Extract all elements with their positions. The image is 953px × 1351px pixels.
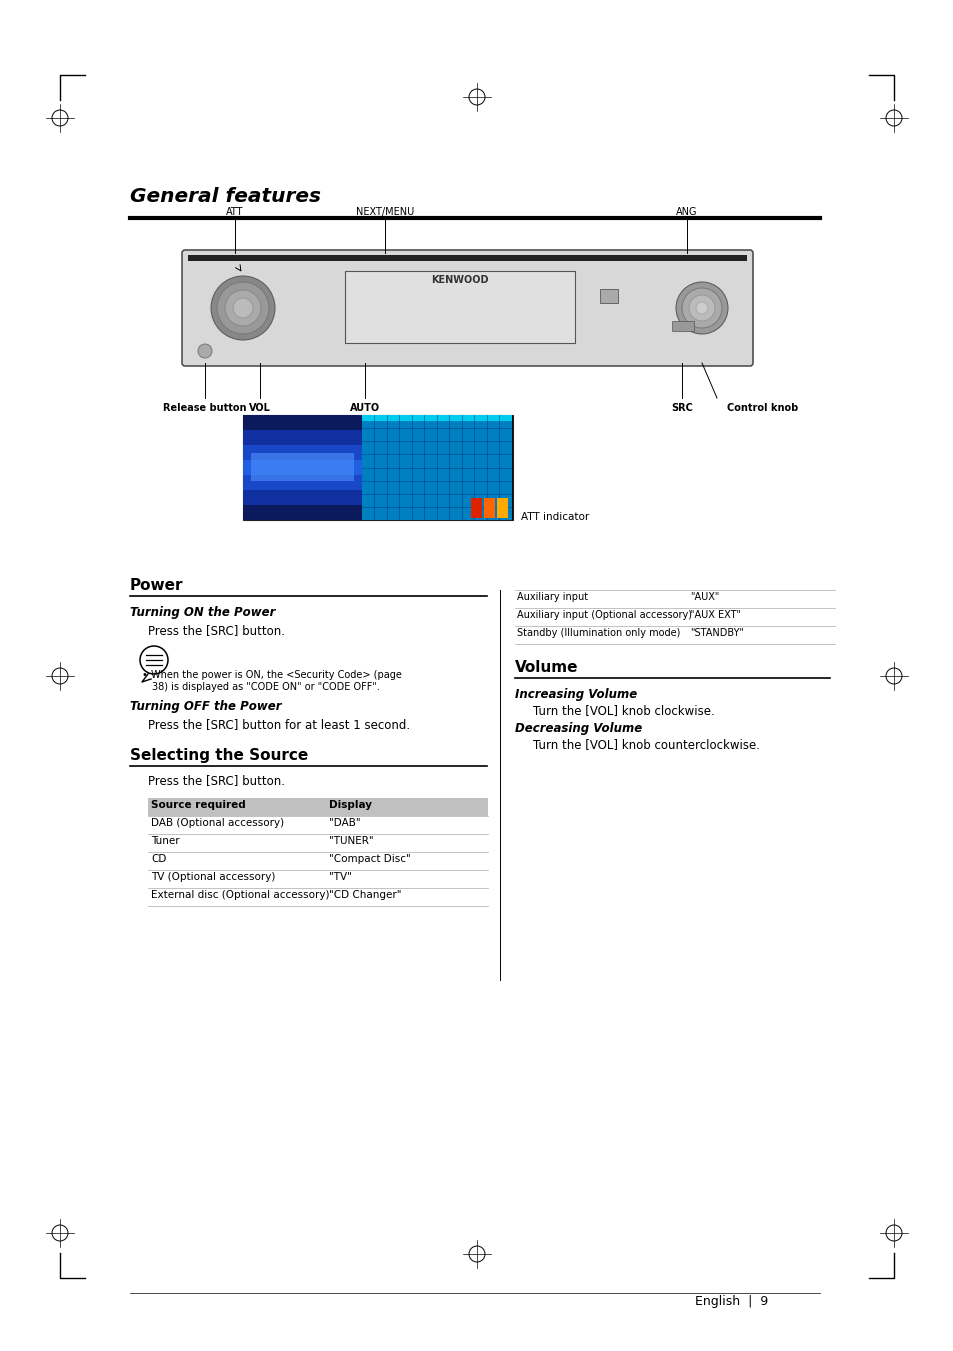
FancyBboxPatch shape (182, 250, 752, 366)
Circle shape (233, 299, 253, 317)
Text: "DAB": "DAB" (329, 817, 360, 828)
Text: Tuner: Tuner (151, 836, 179, 846)
Bar (148, 798, 488, 816)
Circle shape (211, 276, 274, 340)
Bar (345, 272, 575, 343)
Text: Auxiliary input (Optional accessory): Auxiliary input (Optional accessory) (517, 611, 691, 620)
Bar (243, 444, 361, 459)
Text: General features: General features (130, 186, 320, 205)
Text: "AUX": "AUX" (689, 592, 719, 603)
Bar (243, 415, 513, 520)
Bar (599, 289, 618, 303)
Text: Auxiliary input: Auxiliary input (517, 592, 587, 603)
Text: Turn the [VOL] knob counterclockwise.: Turn the [VOL] knob counterclockwise. (533, 738, 760, 751)
Bar (243, 415, 361, 430)
Text: "Compact Disc": "Compact Disc" (329, 854, 411, 865)
Bar (483, 499, 495, 517)
Text: "TUNER": "TUNER" (329, 836, 374, 846)
Text: Press the [SRC] button.: Press the [SRC] button. (148, 624, 285, 638)
Text: Control knob: Control knob (726, 403, 798, 413)
Text: TV (Optional accessory): TV (Optional accessory) (151, 871, 275, 882)
Bar (361, 415, 512, 520)
Bar (497, 499, 507, 517)
Text: • When the power is ON, the <Security Code> (page: • When the power is ON, the <Security Co… (142, 670, 401, 680)
Circle shape (198, 345, 212, 358)
Text: Turning ON the Power: Turning ON the Power (130, 607, 275, 619)
Bar (471, 499, 481, 517)
Text: Power: Power (130, 578, 183, 593)
Text: ATT: ATT (226, 207, 244, 218)
Text: AUTO: AUTO (350, 403, 379, 413)
Text: 38) is displayed as "CODE ON" or "CODE OFF".: 38) is displayed as "CODE ON" or "CODE O… (152, 682, 379, 692)
Text: "STANDBY": "STANDBY" (689, 628, 743, 638)
Text: SRC: SRC (670, 403, 692, 413)
Text: CD: CD (151, 854, 166, 865)
Text: ATT indicator: ATT indicator (520, 512, 589, 521)
Bar (243, 476, 361, 490)
Text: Increasing Volume: Increasing Volume (515, 688, 637, 701)
Text: Press the [SRC] button for at least 1 second.: Press the [SRC] button for at least 1 se… (148, 717, 410, 731)
Bar (243, 490, 361, 505)
Text: ANG: ANG (676, 207, 697, 218)
Text: External disc (Optional accessory): External disc (Optional accessory) (151, 890, 329, 900)
Text: "AUX EXT": "AUX EXT" (689, 611, 740, 620)
Bar (243, 430, 361, 444)
Text: NEXT/MENU: NEXT/MENU (355, 207, 414, 218)
Circle shape (696, 303, 707, 313)
Text: Source required: Source required (151, 800, 246, 811)
Circle shape (225, 290, 261, 326)
Circle shape (681, 288, 721, 328)
Bar (251, 453, 354, 481)
Text: English  |  9: English | 9 (695, 1296, 767, 1308)
Bar (188, 255, 746, 261)
Text: DAB (Optional accessory): DAB (Optional accessory) (151, 817, 284, 828)
Circle shape (676, 282, 727, 334)
Text: VOL: VOL (249, 403, 271, 413)
Text: Display: Display (329, 800, 372, 811)
Bar (243, 505, 361, 520)
Text: Selecting the Source: Selecting the Source (130, 748, 308, 763)
Text: Standby (Illumination only mode): Standby (Illumination only mode) (517, 628, 679, 638)
Text: "TV": "TV" (329, 871, 352, 882)
Text: Decreasing Volume: Decreasing Volume (515, 721, 641, 735)
Text: Volume: Volume (515, 661, 578, 676)
Circle shape (216, 282, 269, 334)
Text: Turn the [VOL] knob clockwise.: Turn the [VOL] knob clockwise. (533, 704, 714, 717)
Text: Turning OFF the Power: Turning OFF the Power (130, 700, 281, 713)
Bar (243, 459, 361, 476)
Text: Press the [SRC] button.: Press the [SRC] button. (148, 774, 285, 788)
Bar (361, 415, 512, 422)
Text: Release button: Release button (163, 403, 247, 413)
Bar (671, 322, 693, 331)
Circle shape (688, 295, 714, 322)
Text: KENWOOD: KENWOOD (431, 276, 488, 285)
Text: "CD Changer": "CD Changer" (329, 890, 401, 900)
